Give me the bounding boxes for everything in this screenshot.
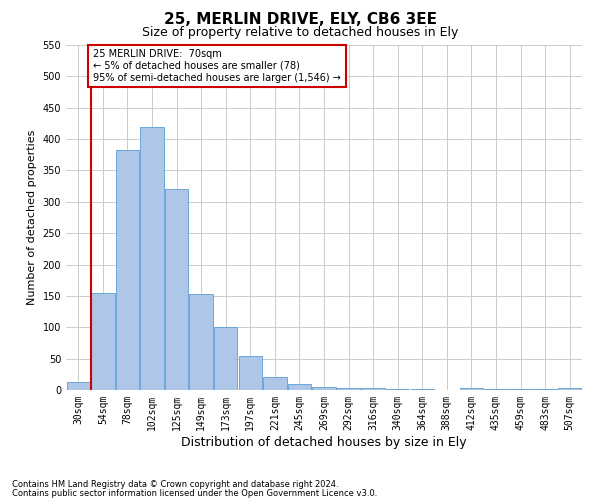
Bar xyxy=(91,293,115,390)
Bar xyxy=(165,190,188,390)
Bar xyxy=(460,388,483,390)
Bar xyxy=(116,150,139,390)
Text: Contains HM Land Registry data © Crown copyright and database right 2024.: Contains HM Land Registry data © Crown c… xyxy=(12,480,338,489)
Bar xyxy=(313,387,335,390)
Bar xyxy=(288,384,311,390)
Text: Contains public sector information licensed under the Open Government Licence v3: Contains public sector information licen… xyxy=(12,489,377,498)
Bar xyxy=(386,388,409,390)
X-axis label: Distribution of detached houses by size in Ely: Distribution of detached houses by size … xyxy=(181,436,467,448)
Bar xyxy=(337,388,360,390)
Text: Size of property relative to detached houses in Ely: Size of property relative to detached ho… xyxy=(142,26,458,39)
Bar xyxy=(263,378,287,390)
Y-axis label: Number of detached properties: Number of detached properties xyxy=(27,130,37,305)
Text: 25, MERLIN DRIVE, ELY, CB6 3EE: 25, MERLIN DRIVE, ELY, CB6 3EE xyxy=(163,12,437,28)
Bar xyxy=(140,126,164,390)
Text: 25 MERLIN DRIVE:  70sqm
← 5% of detached houses are smaller (78)
95% of semi-det: 25 MERLIN DRIVE: 70sqm ← 5% of detached … xyxy=(93,50,341,82)
Bar xyxy=(190,294,213,390)
Bar xyxy=(361,388,385,390)
Bar xyxy=(239,356,262,390)
Bar xyxy=(558,388,581,390)
Bar xyxy=(67,382,90,390)
Bar xyxy=(214,328,238,390)
